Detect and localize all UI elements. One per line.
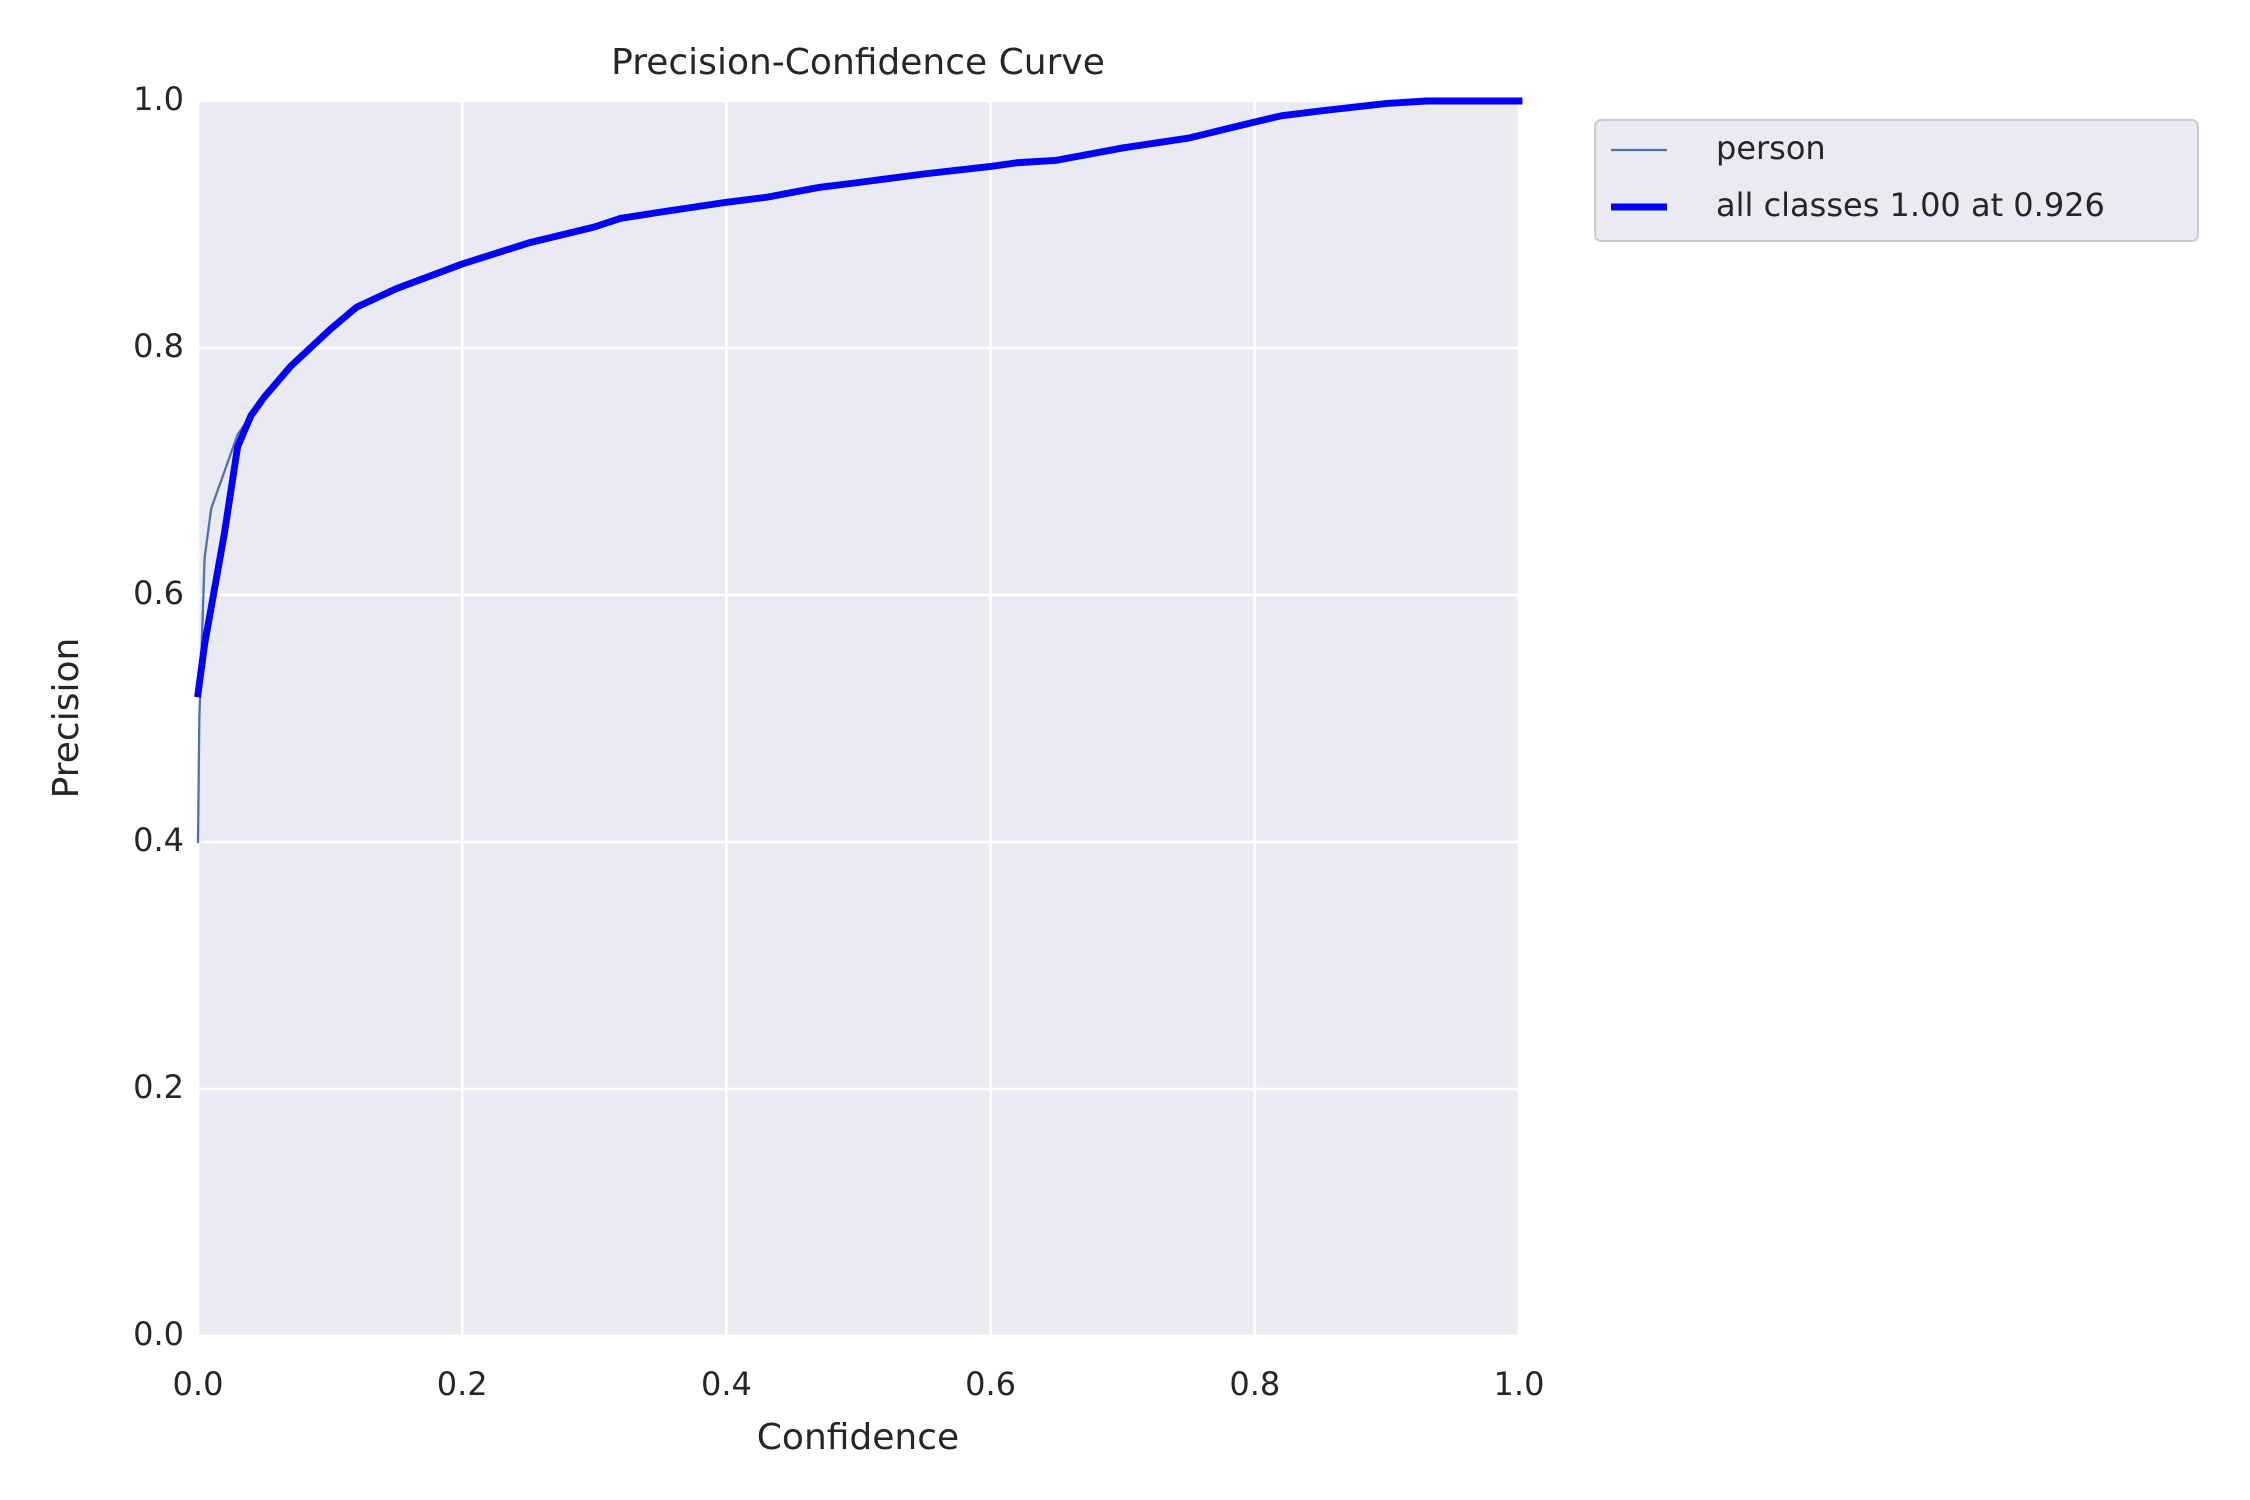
x-tick-label: 0.2 [437, 1365, 488, 1403]
x-tick-label: 0.6 [965, 1365, 1016, 1403]
x-axis-label: Confidence [757, 1417, 959, 1458]
legend-label: person [1716, 129, 1826, 167]
plot-area [198, 101, 1519, 1336]
x-tick-label: 0.4 [701, 1365, 752, 1403]
x-tick-label: 0.0 [173, 1365, 224, 1403]
y-tick-label: 1.0 [133, 80, 184, 118]
chart-title: Precision-Confidence Curve [611, 42, 1105, 83]
legend-label: all classes 1.00 at 0.926 [1716, 186, 2105, 224]
y-tick-label: 0.2 [133, 1068, 184, 1106]
x-tick-label: 0.8 [1229, 1365, 1280, 1403]
legend-box [1594, 119, 2199, 242]
y-axis-label: Precision [46, 638, 87, 799]
y-tick-label: 0.0 [133, 1315, 184, 1353]
line-series [194, 97, 1523, 698]
y-tick-label: 0.6 [133, 574, 184, 612]
x-tick-label: 1.0 [1494, 1365, 1545, 1403]
y-tick-label: 0.4 [133, 821, 184, 859]
y-tick-label: 0.8 [133, 327, 184, 365]
